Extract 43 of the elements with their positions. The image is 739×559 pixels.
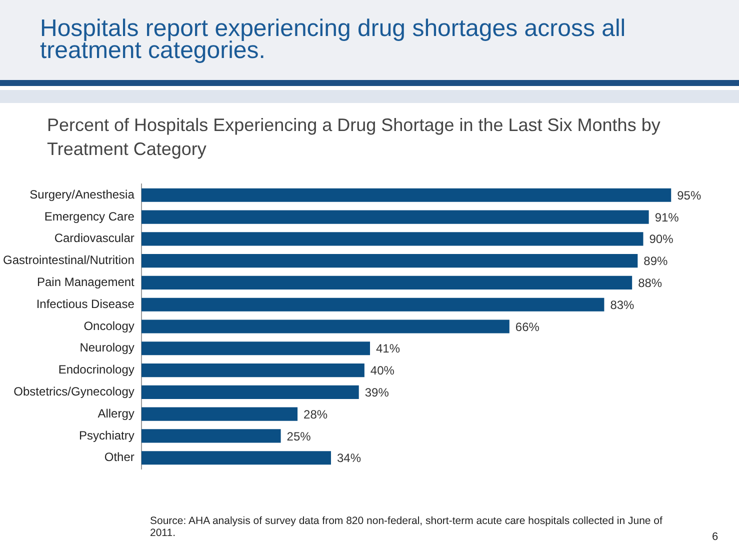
- source-note: Source: AHA analysis of survey data from 820 non-federal, short-term acute care hospitals collected in June of 2011.: [150, 515, 664, 539]
- bar: [141, 232, 644, 246]
- y-tick-label: Psychiatry: [79, 428, 134, 442]
- y-tick-label: Emergency Care: [44, 209, 135, 224]
- y-tick-label: Cardiovascular: [54, 231, 134, 246]
- y-tick-label: Infectious Disease: [36, 296, 135, 311]
- data-label: 88%: [638, 276, 662, 290]
- data-label: 91%: [654, 210, 680, 224]
- y-tick-label: Allergy: [98, 406, 134, 420]
- bar: [141, 188, 672, 202]
- data-label: 90%: [649, 232, 674, 246]
- bar: [141, 364, 364, 378]
- data-label: 66%: [515, 320, 540, 334]
- bar: [141, 298, 604, 312]
- bar: [141, 276, 632, 290]
- chart-subtitle: Percent of Hospitals Experiencing a Drug Shortage in the Last Six Months by Treatment Category: [47, 114, 662, 161]
- bar: [141, 254, 638, 268]
- data-label: 34%: [336, 451, 362, 466]
- chart-title: Hospitals report experiencing drug shortages across all treatment categories.: [40, 15, 627, 64]
- bar: [141, 407, 298, 421]
- bar: [141, 342, 370, 356]
- y-tick-label: Surgery/Anesthesia: [30, 187, 135, 202]
- data-label: 95%: [677, 188, 702, 202]
- y-tick-label: Other: [104, 450, 134, 464]
- data-label: 89%: [644, 254, 668, 268]
- y-tick-label: Endocrinology: [58, 362, 134, 377]
- bar: [141, 385, 359, 399]
- data-label: 28%: [304, 407, 328, 422]
- data-label: 40%: [370, 364, 395, 378]
- y-tick-label: Obstetrics/Gynecology: [14, 384, 134, 398]
- bar: [141, 320, 510, 334]
- data-label: 39%: [364, 385, 390, 400]
- bar: [141, 451, 331, 465]
- data-label: 41%: [376, 342, 400, 356]
- text: 6: [712, 531, 718, 543]
- y-tick-label: Oncology: [84, 318, 134, 333]
- y-tick-label: Pain Management: [36, 275, 136, 290]
- bar: [141, 429, 281, 443]
- data-label: 83%: [610, 298, 635, 312]
- data-label: 25%: [286, 429, 312, 444]
- y-tick-label: Neurology: [80, 340, 134, 355]
- bar: [141, 210, 649, 224]
- y-tick-label: Gastrointestinal/Nutrition: [3, 253, 134, 268]
